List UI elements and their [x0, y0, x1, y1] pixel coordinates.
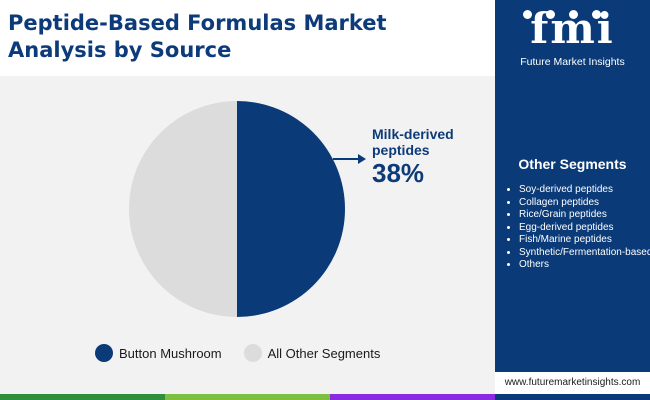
- website-link[interactable]: www.futuremarketinsights.com: [495, 372, 650, 394]
- legend-label: All Other Segments: [267, 345, 381, 361]
- bar-segment: [495, 394, 650, 400]
- list-item: Rice/Grain peptides: [519, 209, 650, 222]
- list-item: Soy-derived peptides: [519, 184, 650, 197]
- pie-slice-button-mushroom: [237, 101, 345, 317]
- legend-swatch: [243, 344, 262, 362]
- logo: fmi Future Market Insights: [495, 0, 650, 76]
- bar-segment: [165, 394, 330, 400]
- legend-item-button-mushroom: Button Mushroom: [95, 344, 222, 362]
- logo-decoration-icon: [523, 6, 623, 19]
- chart-area: [0, 76, 495, 394]
- chart-legend: Button Mushroom All Other Segments: [95, 344, 402, 362]
- callout-label: Milk-derived peptides: [372, 126, 454, 158]
- header: Peptide-Based Formulas Market Analysis b…: [0, 0, 650, 76]
- pie-chart: [129, 101, 366, 317]
- bottom-color-bar: [0, 394, 650, 400]
- callout-arrow-icon: [358, 154, 366, 164]
- other-segments-panel: Other Segments Soy-derived peptides Coll…: [495, 76, 650, 372]
- list-item: Collagen peptides: [519, 197, 650, 210]
- list-item: Synthetic/Fermentation-based: [519, 247, 650, 260]
- logo-text: Future Market Insights: [520, 56, 625, 68]
- list-item: Others: [519, 259, 650, 272]
- legend-swatch: [95, 344, 113, 362]
- list-item: Egg-derived peptides: [519, 222, 650, 235]
- bar-segment: [0, 394, 165, 400]
- other-segments-list: Soy-derived peptides Collagen peptides R…: [505, 184, 650, 272]
- page-title: Peptide-Based Formulas Market Analysis b…: [8, 11, 387, 62]
- callout-value: 38%: [372, 158, 425, 188]
- legend-label: Button Mushroom: [119, 345, 222, 361]
- other-segments-title: Other Segments: [518, 156, 627, 172]
- legend-item-all-other-segments: All Other Segments: [243, 344, 381, 362]
- list-item: Fish/Marine peptides: [519, 234, 650, 247]
- bar-segment: [330, 394, 495, 400]
- logo-letters: fmi: [530, 4, 615, 53]
- pie-slice-all-other-segments: [129, 101, 237, 317]
